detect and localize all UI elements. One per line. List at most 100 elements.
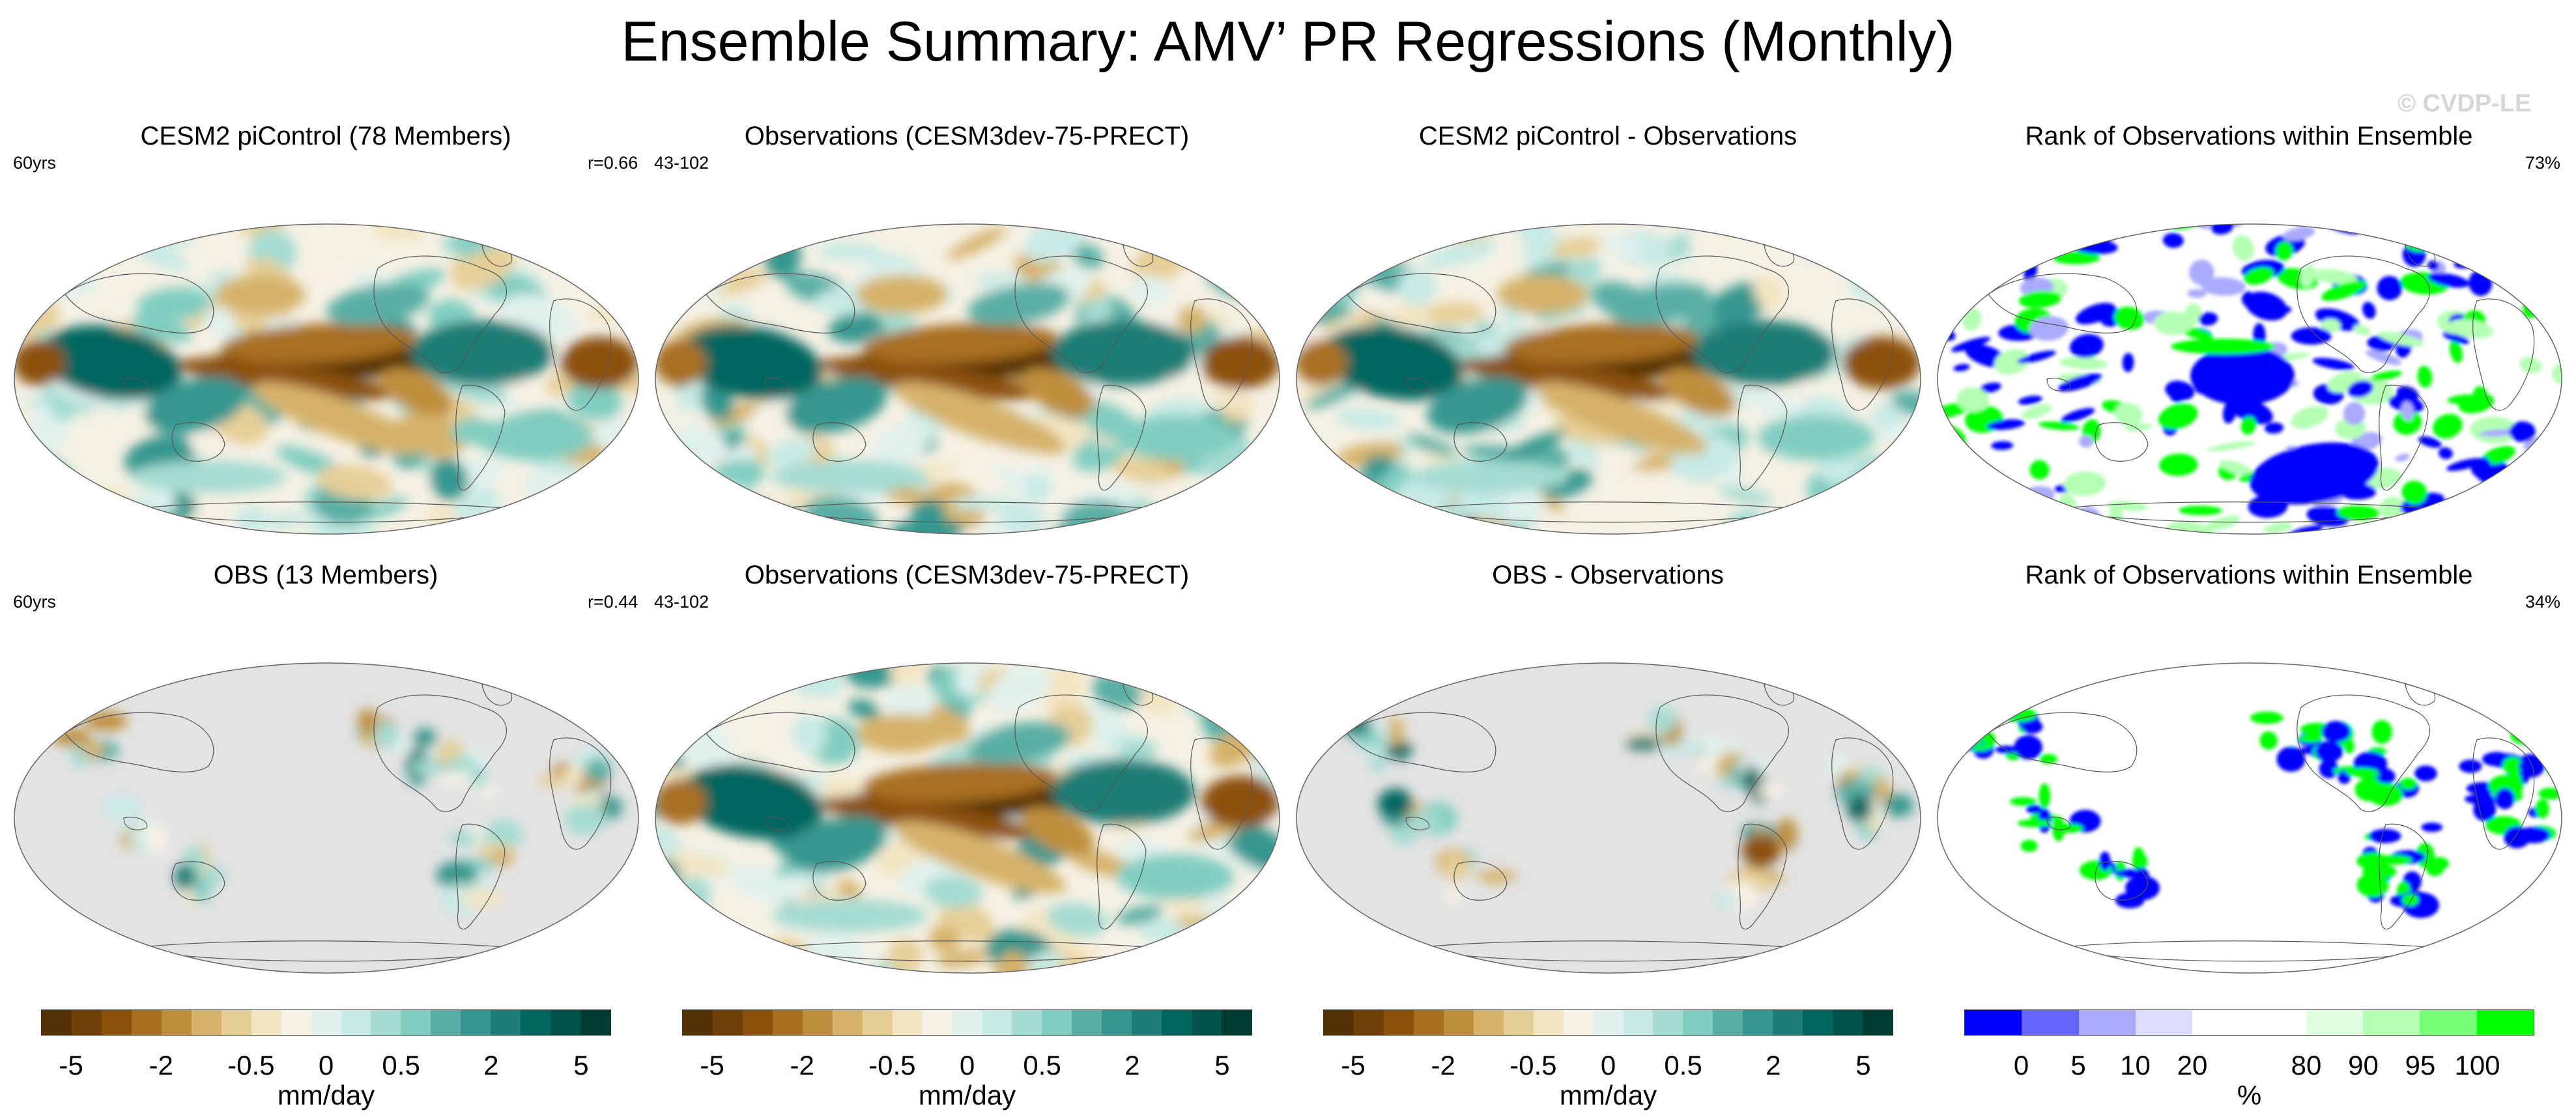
- field-blob: [655, 663, 713, 677]
- field-blob: [1231, 670, 1273, 703]
- field-blob: [476, 415, 593, 460]
- coastline: [1655, 694, 1789, 812]
- colorbar-swatch: [2022, 1010, 2079, 1035]
- field-blob: [1174, 917, 1252, 933]
- field-blob: [1693, 320, 1836, 386]
- panel-title: Observations (CESM3dev-75-PRECT): [744, 122, 1190, 150]
- field-blob: [786, 376, 887, 434]
- colorbar-swatch: [2135, 1010, 2193, 1035]
- field-blob: [177, 358, 397, 401]
- field-blob: [2370, 371, 2402, 381]
- field-blob: [145, 823, 167, 856]
- field-blob: [2264, 422, 2284, 434]
- field-blob: [2029, 316, 2069, 341]
- field-blob: [2353, 324, 2371, 335]
- field-blob: [1689, 226, 1718, 256]
- field-blob: [1197, 224, 1236, 254]
- field-blob: [1252, 926, 1280, 948]
- field-blob: [2518, 759, 2540, 772]
- field-blob: [2153, 311, 2193, 335]
- field-blob: [1072, 243, 1104, 270]
- field-blob: [708, 882, 778, 913]
- field-blob: [1979, 382, 2001, 393]
- field-blob: [1599, 235, 1647, 257]
- field-blob: [361, 496, 410, 520]
- field-blob: [102, 795, 143, 817]
- colorbar-swatch: [221, 1010, 251, 1035]
- field-blob: [2446, 458, 2483, 472]
- map-border: [14, 223, 639, 535]
- field-blob: [2336, 505, 2380, 520]
- field-blob: [2298, 735, 2323, 743]
- field-blob: [215, 275, 306, 314]
- field-blob: [894, 821, 1066, 894]
- field-blob: [711, 402, 758, 427]
- map-panel-4: [1937, 223, 2562, 535]
- colorbar-swatch: [1503, 1010, 1534, 1035]
- field-blob: [2315, 741, 2343, 763]
- field-blob: [2377, 332, 2424, 347]
- colorbar-swatches: [1323, 1009, 1893, 1036]
- field-blob: [1377, 788, 1413, 820]
- field-blob: [411, 727, 437, 749]
- field-blob: [1958, 515, 2001, 534]
- colorbar-2: -5 -2 -0.5 0 0.5 2 5 mm/day: [682, 1009, 1252, 1114]
- field-blob: [193, 875, 211, 904]
- field-blob: [40, 325, 182, 401]
- coastline: [2297, 694, 2430, 812]
- field-blob: [387, 472, 444, 501]
- field-blob: [2510, 725, 2543, 745]
- coastline: [549, 737, 612, 850]
- colorbar-tick-label: 5: [573, 1050, 589, 1080]
- field-blob: [1255, 663, 1280, 678]
- field-blob: [2099, 851, 2111, 871]
- field-blob: [2401, 480, 2427, 505]
- field-blob: [1984, 503, 2007, 522]
- colorbar-swatch: [1324, 1010, 1354, 1035]
- colorbar-swatch: [1593, 1010, 1624, 1035]
- colorbar-unit-label: mm/day: [1559, 1080, 1657, 1110]
- field-blob: [994, 951, 1029, 973]
- colorbar-tick-label: 0: [2013, 1050, 2029, 1080]
- field-blob: [1883, 793, 1914, 817]
- panel-right-label: 34%: [2525, 592, 2560, 612]
- field-blob: [2232, 234, 2254, 261]
- field-blob: [2300, 264, 2315, 287]
- field-blob: [2263, 522, 2293, 533]
- colorbar-tick-label: 2: [1766, 1050, 1781, 1080]
- field-blob: [2495, 787, 2515, 810]
- field-blob: [1753, 274, 1784, 310]
- coastline: [706, 712, 855, 773]
- field-blob: [2395, 453, 2410, 462]
- field-blob: [683, 922, 734, 953]
- field-blob: [856, 275, 947, 314]
- coastline: [1014, 255, 1148, 373]
- field-blob: [1625, 736, 1663, 752]
- colorbar-swatch: [1743, 1010, 1773, 1035]
- colorbar-swatch: [1623, 1010, 1653, 1035]
- field-blob: [2368, 828, 2401, 843]
- field-blob: [1857, 767, 1883, 782]
- field-blob: [1344, 503, 1389, 534]
- colorbar-tick-label: 100: [2454, 1050, 2500, 1080]
- field-blob: [448, 830, 478, 847]
- colorbar-swatch: [1132, 1010, 1162, 1035]
- colorbar-swatches: [1964, 1009, 2534, 1036]
- field-blob: [1888, 225, 1921, 254]
- field-blob: [1609, 283, 1711, 326]
- field-blob: [1938, 307, 1966, 317]
- field-blob: [175, 863, 197, 890]
- field-blob: [2052, 251, 2100, 264]
- colorbar-swatch: [281, 1010, 311, 1035]
- field-blob: [1117, 854, 1234, 899]
- field-blob: [2276, 746, 2306, 772]
- field-blob: [2401, 894, 2419, 907]
- field-blob: [1938, 697, 1956, 722]
- coastline: [1655, 255, 1789, 373]
- panel-title: Observations (CESM3dev-75-PRECT): [744, 561, 1190, 589]
- field-blob: [1299, 224, 1376, 262]
- field-blob: [2399, 778, 2417, 790]
- colorbar-swatch: [1803, 1010, 1833, 1035]
- colorbar-swatch: [1653, 1010, 1683, 1035]
- field-blob: [1962, 479, 1995, 492]
